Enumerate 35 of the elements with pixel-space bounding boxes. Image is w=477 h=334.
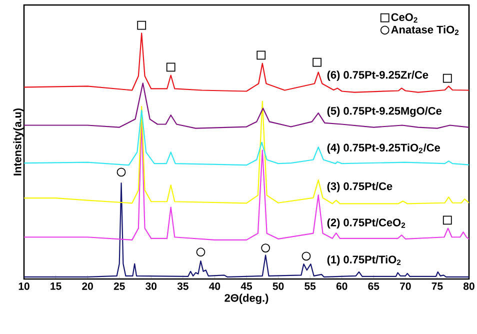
x-tick-label: 55 [304, 282, 316, 290]
x-tick-label: 25 [114, 282, 125, 290]
x-tick-label: 35 [177, 282, 188, 290]
x-tick-label: 30 [146, 282, 157, 290]
x-tick-label: 75 [432, 282, 443, 290]
x-tick-label: 45 [240, 282, 252, 290]
x-tick-label: 70 [400, 282, 411, 290]
x-axis-title: 2Θ(deg.) [224, 294, 268, 304]
series-label: (1) 0.75Pt/TiO$_{2}$ [327, 255, 401, 266]
x-tick-label: 20 [82, 282, 93, 290]
point [196, 248, 206, 257]
series-label: (2) 0.75Pt/CeO$_{2}$ [327, 218, 406, 229]
series-label: (4) 0.75Pt-9.25TiO$_{2}$/Ce [327, 143, 440, 154]
x-tick-label: 60 [336, 282, 348, 290]
point [256, 50, 266, 60]
x-tick-label: 15 [50, 282, 62, 290]
point [442, 216, 452, 225]
point [137, 20, 146, 30]
point [442, 74, 452, 83]
x-tick-label: 40 [209, 282, 220, 290]
x-tick-label: 50 [272, 282, 284, 290]
point [302, 252, 311, 261]
legend-label: CeO$_{2}$ [391, 13, 418, 23]
point [261, 244, 270, 252]
x-tick-label: 65 [368, 282, 380, 290]
series-label: (6) 0.75Pt-9.25Zr/Ce [327, 70, 428, 81]
series-label: (3) 0.75Pt/Ce [327, 182, 392, 192]
series-label: (5) 0.75Pt-9.25MgO/Ce [327, 106, 442, 117]
y-axis-title: Intensity(a.u) [13, 108, 24, 176]
legend-label: Anatase TiO$_{2}$ [391, 25, 459, 35]
point [312, 58, 322, 67]
x-tick-label: 80 [464, 282, 474, 290]
point [116, 168, 126, 177]
x-tick-label: 10 [18, 282, 30, 290]
point [166, 62, 176, 72]
